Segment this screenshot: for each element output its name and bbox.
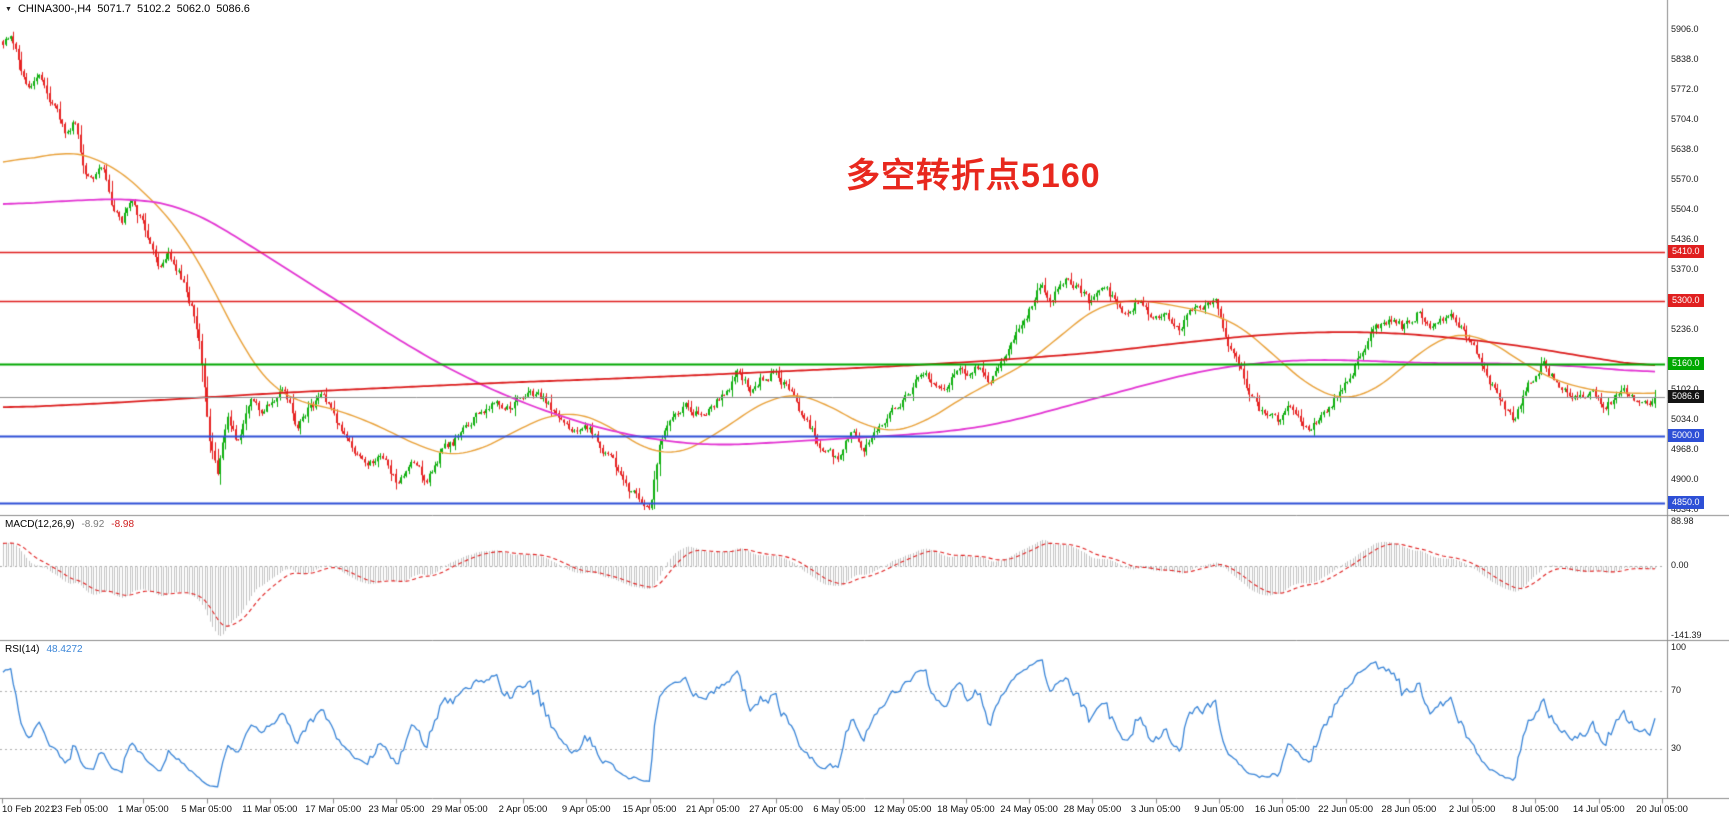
chart-title: ▼ CHINA300-,H4 5071.7 5102.2 5062.0 5086… bbox=[5, 3, 250, 15]
time-axis-label: 18 May 05:00 bbox=[937, 804, 995, 815]
time-axis-label: 16 Jun 05:00 bbox=[1254, 804, 1310, 815]
time-axis-label: 15 Apr 05:00 bbox=[622, 804, 677, 815]
time-axis-label: 11 Mar 05:00 bbox=[242, 804, 298, 815]
macd-axis-label: -141.39 bbox=[1671, 630, 1702, 640]
time-axis-label: 2 Jul 05:00 bbox=[1448, 804, 1496, 815]
time-axis-label: 21 Apr 05:00 bbox=[685, 804, 740, 815]
time-axis-label: 29 Mar 05:00 bbox=[431, 804, 488, 815]
time-axis-label: 22 Jun 05:00 bbox=[1318, 804, 1374, 815]
time-axis-label: 23 Feb 05:00 bbox=[52, 804, 108, 815]
price-axis-label: 5570.0 bbox=[1671, 174, 1699, 185]
chart-annotation-text[interactable]: 多空转折点5160 bbox=[846, 157, 1101, 195]
time-axis-label: 9 Jun 05:00 bbox=[1194, 804, 1244, 815]
time-axis-label: 24 May 05:00 bbox=[1000, 804, 1058, 815]
rsi-axis-label: 30 bbox=[1671, 742, 1682, 753]
price-axis-label: 5906.0 bbox=[1671, 24, 1699, 34]
rsi-name: RSI(14) bbox=[5, 644, 40, 655]
time-axis-label: 17 Mar 05:00 bbox=[305, 804, 362, 815]
macd-axis-label: 0.00 bbox=[1671, 560, 1689, 571]
price-axis-label: 5370.0 bbox=[1671, 264, 1699, 274]
price-level-badge: 5000.0 bbox=[1668, 428, 1704, 442]
macd-indicator-label: MACD(12,26,9) -8.92 -8.98 bbox=[5, 519, 134, 530]
price-level-badge: 5160.0 bbox=[1668, 357, 1704, 371]
time-axis-label: 10 Feb 2021 bbox=[2, 804, 56, 815]
rsi-axis-label: 70 bbox=[1671, 685, 1682, 696]
price-level-badge: 5300.0 bbox=[1668, 294, 1704, 308]
rsi-axis-label: 100 bbox=[1671, 642, 1687, 652]
current-price-badge: 5086.6 bbox=[1668, 389, 1704, 403]
time-axis-label: 9 Apr 05:00 bbox=[561, 804, 611, 815]
macd-axis-label: 88.98 bbox=[1671, 516, 1694, 526]
price-axis-label: 5838.0 bbox=[1671, 54, 1699, 65]
time-axis-label: 8 Jul 05:00 bbox=[1512, 804, 1559, 815]
price-axis-label: 5638.0 bbox=[1671, 144, 1699, 154]
time-axis-label: 28 Jun 05:00 bbox=[1381, 804, 1437, 815]
time-axis-label: 2 Apr 05:00 bbox=[498, 804, 548, 815]
price-axis-label: 5436.0 bbox=[1671, 234, 1699, 245]
symbol-timeframe-label: CHINA300-,H4 bbox=[17, 3, 92, 15]
ohlc-close: 5086.6 bbox=[216, 3, 250, 15]
time-axis-label: 14 Jul 05:00 bbox=[1572, 804, 1625, 815]
time-axis-label: 12 May 05:00 bbox=[873, 804, 932, 815]
price-axis-label: 5102.0 bbox=[1671, 384, 1699, 394]
time-axis-label: 28 May 05:00 bbox=[1063, 804, 1122, 815]
price-axis-label: 5236.0 bbox=[1671, 324, 1699, 334]
price-axis-label: 5704.0 bbox=[1671, 114, 1699, 125]
ohlc-open: 5071.7 bbox=[97, 3, 131, 15]
time-axis-label: 6 May 05:00 bbox=[813, 804, 866, 815]
price-axis-label: 5772.0 bbox=[1671, 84, 1699, 94]
rsi-indicator-label: RSI(14) 48.4272 bbox=[5, 644, 83, 655]
macd-value-signal: -8.98 bbox=[111, 519, 135, 530]
rsi-value: 48.4272 bbox=[46, 644, 83, 655]
price-axis-label: 4834.0 bbox=[1671, 504, 1699, 514]
time-axis-label: 23 Mar 05:00 bbox=[368, 804, 425, 815]
symbol-dropdown-icon[interactable]: ▼ bbox=[5, 5, 12, 13]
time-axis-label: 20 Jul 05:00 bbox=[1636, 804, 1688, 815]
price-axis-label: 4968.0 bbox=[1671, 444, 1699, 454]
ohlc-low: 5062.0 bbox=[176, 3, 211, 15]
time-axis-label: 3 Jun 05:00 bbox=[1130, 804, 1181, 815]
time-axis-label: 1 Mar 05:00 bbox=[117, 804, 169, 815]
macd-value-main: -8.92 bbox=[81, 519, 105, 530]
price-axis-label: 5034.0 bbox=[1671, 414, 1699, 425]
time-axis-label: 27 Apr 05:00 bbox=[749, 804, 804, 815]
time-axis-label: 5 Mar 05:00 bbox=[181, 804, 232, 815]
macd-name: MACD(12,26,9) bbox=[5, 519, 75, 530]
ohlc-high: 5102.2 bbox=[136, 3, 171, 15]
price-level-badge: 5410.0 bbox=[1668, 245, 1704, 259]
price-level-badge: 4850.0 bbox=[1668, 495, 1704, 509]
price-axis-label: 4900.0 bbox=[1671, 474, 1699, 485]
price-axis-label: 5504.0 bbox=[1671, 204, 1699, 214]
